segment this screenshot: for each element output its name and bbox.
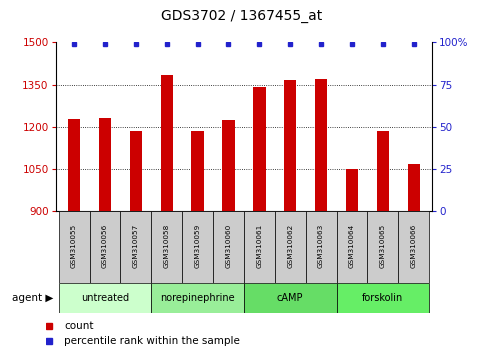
Bar (151, 283, 244, 313)
Text: GDS3702 / 1367455_at: GDS3702 / 1367455_at (161, 9, 322, 23)
Bar (191, 131, 204, 211)
Text: untreated: untreated (81, 293, 129, 303)
Text: cAMP: cAMP (277, 293, 303, 303)
Bar (160, 75, 173, 211)
Bar (120, 211, 151, 283)
Text: GSM310064: GSM310064 (349, 223, 355, 268)
Bar (377, 131, 389, 211)
Bar (99, 118, 111, 211)
Bar (213, 211, 244, 283)
Text: GSM310063: GSM310063 (318, 223, 324, 268)
Bar (337, 211, 368, 283)
Text: GSM310065: GSM310065 (380, 223, 386, 268)
Bar (182, 211, 213, 283)
Bar (275, 211, 306, 283)
Bar (244, 283, 337, 313)
Text: GSM310061: GSM310061 (256, 223, 262, 268)
Text: percentile rank within the sample: percentile rank within the sample (64, 336, 241, 346)
Text: GSM310060: GSM310060 (226, 223, 231, 268)
Bar (306, 211, 337, 283)
Bar (58, 283, 151, 313)
Text: GSM310055: GSM310055 (71, 223, 77, 268)
Text: GSM310066: GSM310066 (411, 223, 417, 268)
Bar (398, 211, 429, 283)
Bar (129, 131, 142, 211)
Bar (315, 79, 327, 211)
Bar (151, 211, 182, 283)
Text: GSM310059: GSM310059 (195, 223, 200, 268)
Text: GSM310062: GSM310062 (287, 223, 293, 268)
Bar (408, 164, 420, 211)
Bar (346, 169, 358, 211)
Bar (89, 211, 120, 283)
Bar (68, 119, 80, 211)
Bar (337, 283, 429, 313)
Bar (244, 211, 275, 283)
Bar (368, 211, 398, 283)
Text: GSM310058: GSM310058 (164, 223, 170, 268)
Bar (253, 87, 266, 211)
Text: agent ▶: agent ▶ (12, 293, 53, 303)
Text: GSM310056: GSM310056 (102, 223, 108, 268)
Text: norepinephrine: norepinephrine (160, 293, 235, 303)
Text: count: count (64, 321, 94, 331)
Bar (284, 80, 297, 211)
Text: forskolin: forskolin (362, 293, 403, 303)
Bar (58, 211, 89, 283)
Bar (222, 120, 235, 211)
Text: GSM310057: GSM310057 (133, 223, 139, 268)
